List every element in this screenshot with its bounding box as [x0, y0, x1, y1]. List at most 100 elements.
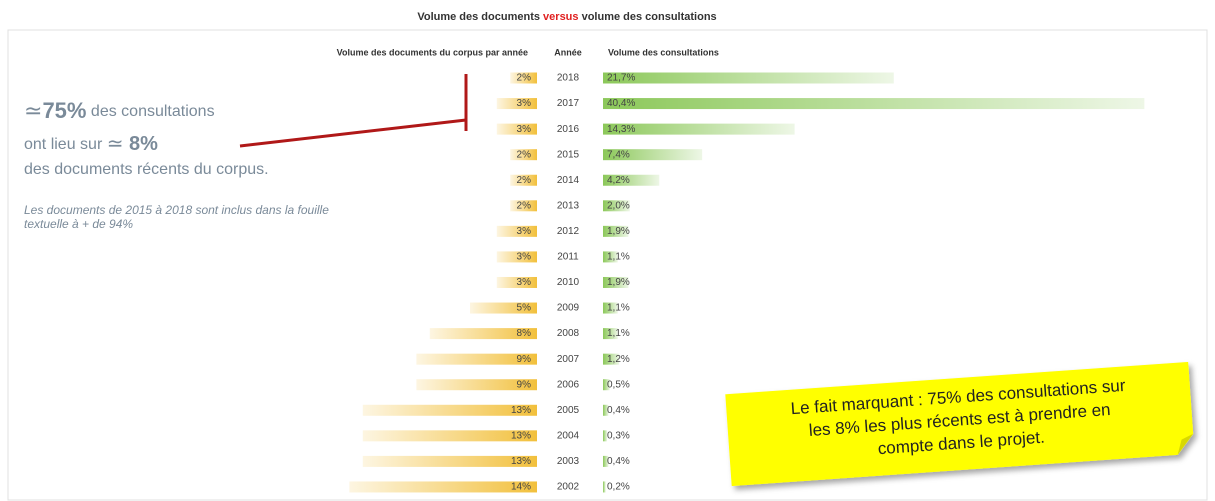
- right-header: Volume des consultations: [608, 47, 719, 57]
- highlight: 8%: [123, 133, 158, 155]
- value-label: 2%: [517, 149, 532, 160]
- year-label: 2015: [557, 149, 580, 160]
- bar: [496, 225, 537, 237]
- bar: [416, 379, 537, 391]
- bar: [603, 302, 618, 314]
- annotation-note: textuelle à + de 94%: [24, 217, 133, 231]
- value-label: 1,9%: [607, 226, 630, 237]
- value-label: 13%: [511, 456, 531, 467]
- chart-title: Volume des documents versus volume des c…: [417, 11, 716, 23]
- year-label: 2013: [557, 200, 580, 211]
- year-label: 2018: [557, 73, 580, 84]
- bar: [603, 200, 630, 212]
- approx: ≃: [107, 133, 124, 155]
- highlight: 75%: [42, 98, 86, 123]
- annotation-line: des documents récents du corpus.: [24, 161, 269, 178]
- value-label: 0,2%: [607, 482, 630, 493]
- bar: [603, 251, 618, 263]
- annotation-line: ont lieu sur ≃ 8%: [24, 133, 158, 155]
- value-label: 14,3%: [607, 124, 635, 135]
- bar: [603, 430, 608, 442]
- value-label: 13%: [511, 405, 531, 416]
- value-label: 14%: [511, 482, 531, 493]
- bar: [496, 98, 537, 110]
- year-label: 2017: [557, 98, 580, 109]
- value-label: 4,2%: [607, 175, 630, 186]
- year-label: 2012: [557, 226, 580, 237]
- annotation-line: ≃75% des consultations: [24, 98, 215, 123]
- bar: [603, 379, 610, 391]
- value-label: 0,3%: [607, 430, 630, 441]
- value-label: 2%: [517, 200, 532, 211]
- bar: [603, 225, 629, 237]
- bar: [416, 353, 537, 365]
- year-label: 2010: [557, 277, 580, 288]
- bar: [362, 404, 537, 416]
- bar: [603, 174, 660, 186]
- bar: [510, 200, 537, 212]
- bar: [603, 72, 894, 84]
- bar: [496, 251, 537, 263]
- bar: [429, 328, 537, 340]
- bar: [496, 123, 537, 135]
- bar: [470, 302, 537, 314]
- value-label: 1,1%: [607, 303, 630, 314]
- connector: [239, 118, 467, 148]
- value-label: 1,1%: [607, 328, 630, 339]
- frame: [7, 29, 1208, 501]
- bar: [603, 123, 795, 135]
- year-label: 2002: [557, 482, 580, 493]
- value-label: 40,4%: [607, 98, 635, 109]
- title-part: volume des consultations: [579, 11, 717, 23]
- text: ont lieu sur: [24, 136, 107, 153]
- bar: [603, 455, 609, 467]
- value-label: 8%: [517, 328, 532, 339]
- year-label: 2005: [557, 405, 580, 416]
- left-header: Volume des documents du corpus par année: [337, 47, 528, 57]
- title-part: Volume des documents: [417, 11, 543, 23]
- bar: [603, 353, 620, 365]
- bar: [362, 455, 537, 467]
- year-label: 2009: [557, 303, 580, 314]
- annotation-note: Les documents de 2015 à 2018 sont inclus…: [24, 203, 329, 217]
- year-label: 2006: [557, 379, 580, 390]
- title-emphasis: versus: [543, 11, 578, 23]
- bar: [603, 276, 629, 288]
- value-label: 3%: [517, 252, 532, 263]
- value-label: 9%: [517, 379, 532, 390]
- value-label: 3%: [517, 226, 532, 237]
- bar: [603, 328, 618, 340]
- year-label: 2003: [557, 456, 580, 467]
- value-label: 1,9%: [607, 277, 630, 288]
- value-label: 5%: [517, 303, 532, 314]
- bar: [603, 149, 703, 161]
- bar: [496, 276, 537, 288]
- value-label: 9%: [517, 354, 532, 365]
- year-label: 2011: [557, 252, 579, 263]
- year-label: 2016: [557, 124, 580, 135]
- year-label: 2007: [557, 354, 580, 365]
- bar: [349, 481, 537, 493]
- value-label: 0,4%: [607, 456, 630, 467]
- value-label: 21,7%: [607, 73, 635, 84]
- year-header: Année: [554, 47, 582, 57]
- year-label: 2014: [557, 175, 580, 186]
- value-label: 13%: [511, 430, 531, 441]
- note-fold: [1177, 433, 1194, 455]
- value-label: 7,4%: [607, 149, 630, 160]
- value-label: 3%: [517, 98, 532, 109]
- year-label: 2008: [557, 328, 580, 339]
- text: des consultations: [86, 103, 214, 120]
- bar: [510, 149, 537, 161]
- approx: ≃: [24, 98, 42, 123]
- value-label: 3%: [517, 124, 532, 135]
- value-label: 0,5%: [607, 379, 630, 390]
- value-label: 0,4%: [607, 405, 630, 416]
- bar: [603, 404, 609, 416]
- year-label: 2004: [557, 430, 580, 441]
- bar: [603, 98, 1145, 110]
- value-label: 1,2%: [607, 354, 630, 365]
- value-label: 2%: [517, 175, 532, 186]
- value-label: 2%: [517, 73, 532, 84]
